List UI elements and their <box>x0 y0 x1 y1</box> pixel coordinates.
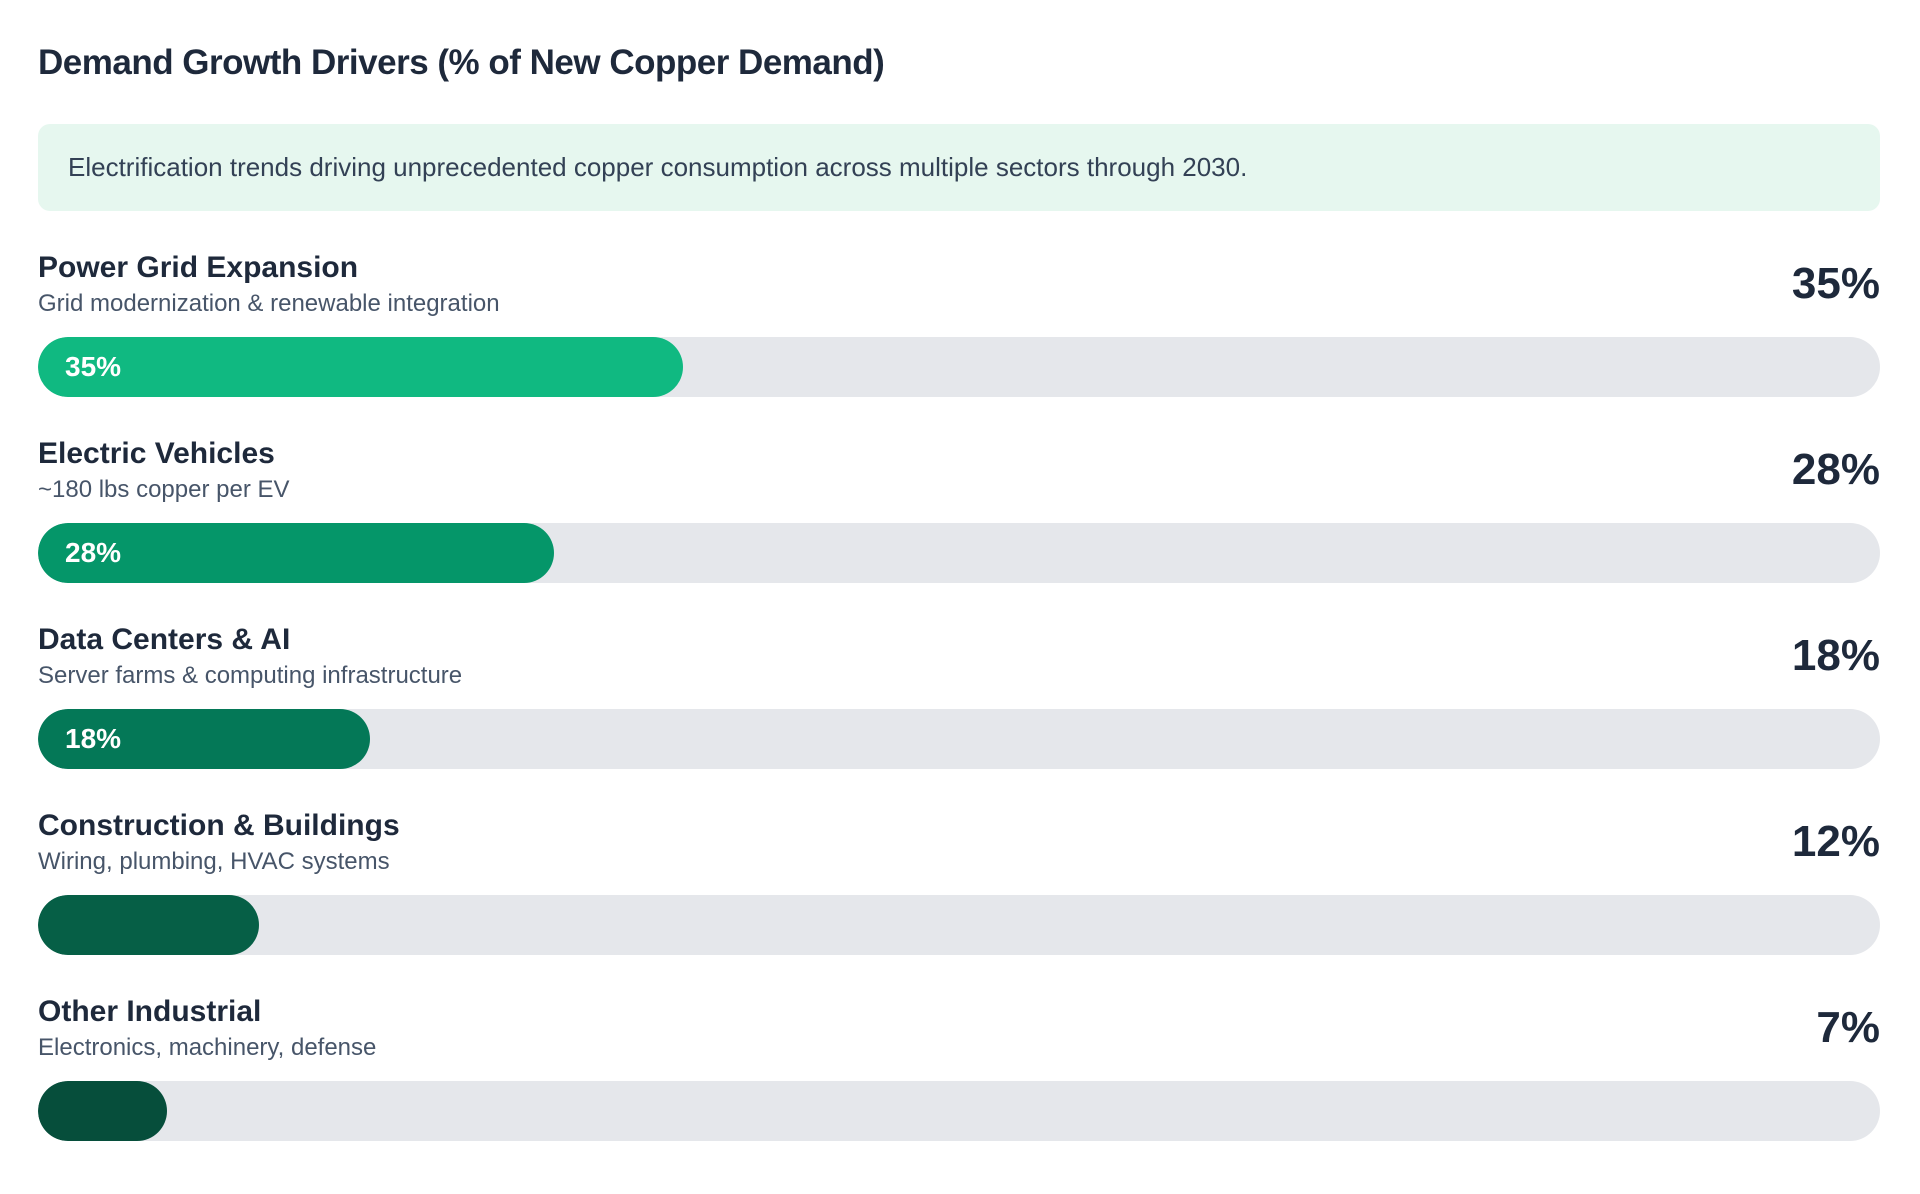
page-title: Demand Growth Drivers (% of New Copper D… <box>38 43 885 82</box>
bar-fill: 35% <box>38 337 683 397</box>
bar-track <box>38 1081 1880 1141</box>
driver-row: Construction & Buildings Wiring, plumbin… <box>38 809 1880 955</box>
driver-percent: 18% <box>1791 631 1880 680</box>
note-banner: Electrification trends driving unprecede… <box>38 124 1880 211</box>
driver-row-header: Construction & Buildings Wiring, plumbin… <box>38 809 1880 875</box>
driver-description: Grid modernization & renewable integrati… <box>38 290 500 317</box>
bar-fill: 28% <box>38 523 554 583</box>
driver-labels: Electric Vehicles ~180 lbs copper per EV <box>38 437 290 503</box>
driver-name: Electric Vehicles <box>38 437 275 470</box>
driver-row-header: Power Grid Expansion Grid modernization … <box>38 251 1880 317</box>
driver-row: Data Centers & AI Server farms & computi… <box>38 623 1880 769</box>
bar-inline-label: 28% <box>65 537 122 568</box>
bar-list: Power Grid Expansion Grid modernization … <box>38 251 1880 1141</box>
note-text: Electrification trends driving unprecede… <box>68 152 1248 182</box>
driver-row: Other Industrial Electronics, machinery,… <box>38 995 1880 1141</box>
driver-description: Electronics, machinery, defense <box>38 1034 377 1061</box>
driver-percent: 35% <box>1791 259 1880 308</box>
driver-row: Electric Vehicles ~180 lbs copper per EV… <box>38 437 1880 583</box>
bar-fill: 18% <box>38 709 370 769</box>
driver-row: Power Grid Expansion Grid modernization … <box>38 251 1880 397</box>
driver-percent: 28% <box>1791 445 1880 494</box>
driver-row-header: Data Centers & AI Server farms & computi… <box>38 623 1880 689</box>
driver-row-header: Other Industrial Electronics, machinery,… <box>38 995 1880 1061</box>
bar-track <box>38 895 1880 955</box>
bar-fill <box>38 1081 167 1141</box>
bar-inline-label: 35% <box>65 351 122 382</box>
driver-description: ~180 lbs copper per EV <box>38 476 290 503</box>
driver-labels: Data Centers & AI Server farms & computi… <box>38 623 462 689</box>
driver-row-header: Electric Vehicles ~180 lbs copper per EV… <box>38 437 1880 503</box>
driver-labels: Other Industrial Electronics, machinery,… <box>38 995 376 1061</box>
driver-percent: 12% <box>1791 817 1880 866</box>
driver-labels: Construction & Buildings Wiring, plumbin… <box>38 809 400 875</box>
driver-name: Other Industrial <box>38 995 262 1028</box>
driver-name: Power Grid Expansion <box>38 251 359 284</box>
bar-track: 35% <box>38 337 1880 397</box>
bar-track: 28% <box>38 523 1880 583</box>
bar-fill <box>38 895 260 955</box>
driver-description: Wiring, plumbing, HVAC systems <box>38 848 390 875</box>
driver-name: Construction & Buildings <box>38 809 400 842</box>
driver-description: Server farms & computing infrastructure <box>38 662 463 689</box>
driver-labels: Power Grid Expansion Grid modernization … <box>38 251 500 317</box>
driver-percent: 7% <box>1816 1003 1880 1052</box>
bar-inline-label: 18% <box>65 723 122 754</box>
driver-name: Data Centers & AI <box>38 623 291 656</box>
bar-track: 18% <box>38 709 1880 769</box>
